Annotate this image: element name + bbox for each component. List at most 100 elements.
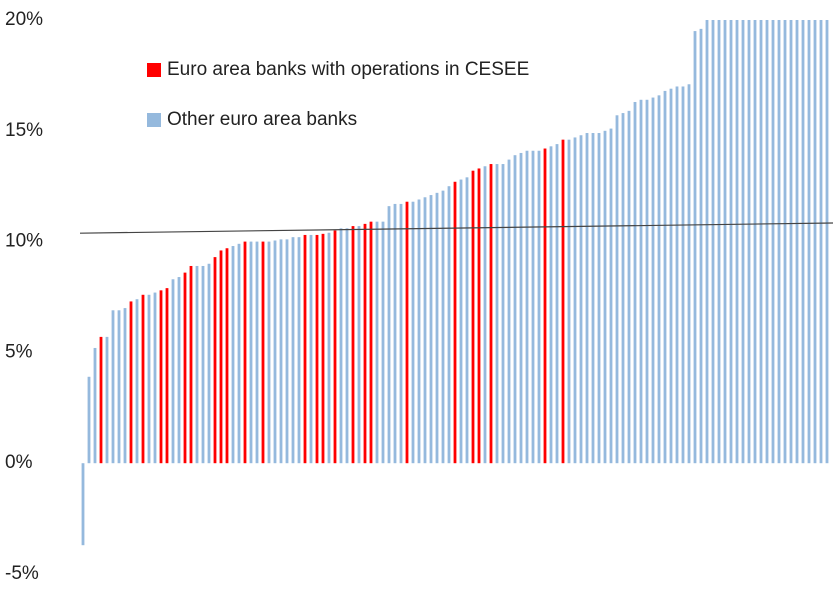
bar — [645, 99, 649, 464]
bar — [81, 463, 85, 546]
trend-line — [79, 222, 833, 234]
y-tick-label: 5% — [5, 341, 33, 362]
bar — [783, 20, 787, 464]
bar — [135, 299, 139, 464]
bar — [819, 20, 823, 464]
bar — [249, 241, 253, 464]
bar — [711, 20, 715, 464]
bar — [501, 164, 505, 464]
bar — [693, 31, 697, 464]
y-tick-label: 15% — [5, 120, 43, 141]
legend-label: Euro area banks with operations in CESEE — [167, 59, 529, 80]
bar — [381, 221, 385, 464]
bar — [93, 347, 97, 464]
bar — [639, 99, 643, 464]
bar — [615, 115, 619, 464]
bar — [633, 101, 637, 464]
bar — [261, 241, 265, 464]
bar — [297, 237, 301, 464]
bar — [219, 250, 223, 464]
bar — [495, 164, 499, 464]
bar — [183, 272, 187, 464]
bar — [177, 277, 181, 464]
bar — [351, 226, 355, 464]
bar — [321, 233, 325, 464]
bar — [375, 221, 379, 464]
bar — [477, 168, 481, 464]
bar — [753, 20, 757, 464]
bar — [333, 230, 337, 464]
y-tick-label: 0% — [5, 452, 33, 473]
bar — [447, 186, 451, 464]
bar — [729, 20, 733, 464]
bar — [549, 146, 553, 464]
bar — [453, 181, 457, 464]
bar — [339, 228, 343, 464]
bar — [117, 310, 121, 464]
bar — [471, 170, 475, 464]
bar — [609, 128, 613, 464]
bar — [207, 263, 211, 464]
legend-swatch — [147, 63, 161, 77]
bar — [747, 20, 751, 464]
y-tick-label: 10% — [5, 231, 43, 252]
bar — [231, 246, 235, 464]
bar — [687, 84, 691, 464]
bar — [717, 20, 721, 464]
bar — [273, 240, 277, 464]
bar — [777, 20, 781, 464]
bar — [387, 206, 391, 464]
bar — [369, 221, 373, 464]
bar — [513, 155, 517, 464]
bar — [285, 239, 289, 464]
bar — [531, 150, 535, 464]
bar — [435, 192, 439, 464]
bar — [225, 248, 229, 464]
bar — [825, 20, 829, 464]
bar — [705, 20, 709, 464]
legend-label: Other euro area banks — [167, 109, 357, 130]
bar — [603, 130, 607, 464]
bar — [357, 226, 361, 464]
bar — [363, 223, 367, 464]
bar — [141, 294, 145, 464]
bar — [519, 152, 523, 464]
bar — [303, 234, 307, 464]
bar — [171, 279, 175, 464]
bar — [189, 265, 193, 464]
bar — [195, 265, 199, 464]
bar — [723, 20, 727, 464]
bar — [591, 133, 595, 464]
bar — [657, 95, 661, 464]
bar — [405, 201, 409, 464]
bar — [507, 159, 511, 464]
bar — [597, 133, 601, 464]
bar — [237, 243, 241, 464]
bar — [213, 257, 217, 464]
bar — [771, 20, 775, 464]
bar — [423, 197, 427, 464]
bar — [315, 234, 319, 464]
bar — [573, 137, 577, 464]
bar — [525, 150, 529, 464]
bar — [291, 237, 295, 464]
bar — [681, 86, 685, 464]
bar — [567, 139, 571, 464]
bar — [555, 144, 559, 464]
y-tick-label: 20% — [5, 9, 43, 30]
bar — [465, 177, 469, 464]
bar — [801, 20, 805, 464]
bar — [165, 288, 169, 464]
bar — [699, 28, 703, 464]
bar — [651, 97, 655, 464]
bar — [795, 20, 799, 464]
bar — [759, 20, 763, 464]
bar — [585, 133, 589, 464]
bar — [735, 20, 739, 464]
bar — [129, 301, 133, 464]
bar — [621, 113, 625, 464]
bar — [417, 199, 421, 464]
bar — [411, 201, 415, 464]
bar — [87, 376, 91, 464]
